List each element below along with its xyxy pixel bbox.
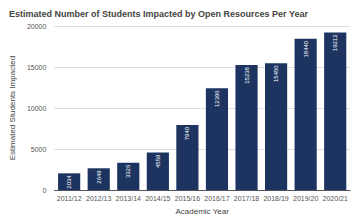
svg-text:4559: 4559 xyxy=(155,154,161,168)
svg-text:2020/21: 2020/21 xyxy=(323,195,348,202)
svg-text:2018/19: 2018/19 xyxy=(263,195,288,202)
svg-text:Academic Year: Academic Year xyxy=(175,207,229,216)
svg-text:15000: 15000 xyxy=(27,64,47,71)
svg-text:5000: 5000 xyxy=(31,146,47,153)
svg-text:Estimated Students Impacted: Estimated Students Impacted xyxy=(8,56,17,161)
svg-text:2019/20: 2019/20 xyxy=(293,195,318,202)
svg-text:2017/18: 2017/18 xyxy=(234,195,259,202)
svg-text:0: 0 xyxy=(42,187,46,194)
svg-text:20000: 20000 xyxy=(27,23,47,30)
svg-text:10000: 10000 xyxy=(27,105,47,112)
svg-text:19212: 19212 xyxy=(332,34,338,51)
svg-text:18440: 18440 xyxy=(303,40,309,57)
svg-text:2649: 2649 xyxy=(96,170,102,184)
svg-text:2013/14: 2013/14 xyxy=(116,195,141,202)
svg-text:2016/17: 2016/17 xyxy=(204,195,229,202)
svg-text:15238: 15238 xyxy=(244,66,250,83)
svg-text:12396: 12396 xyxy=(214,90,220,107)
svg-text:3326: 3326 xyxy=(125,164,131,178)
svg-text:2014/15: 2014/15 xyxy=(145,195,170,202)
svg-text:Estimated Number of Students I: Estimated Number of Students Impacted by… xyxy=(9,9,308,19)
svg-text:2011/12: 2011/12 xyxy=(57,195,82,202)
svg-text:15450: 15450 xyxy=(273,65,279,82)
svg-text:2012/13: 2012/13 xyxy=(86,195,111,202)
svg-text:7940: 7940 xyxy=(184,126,190,140)
svg-text:2034: 2034 xyxy=(66,175,72,189)
svg-text:2015/16: 2015/16 xyxy=(175,195,200,202)
